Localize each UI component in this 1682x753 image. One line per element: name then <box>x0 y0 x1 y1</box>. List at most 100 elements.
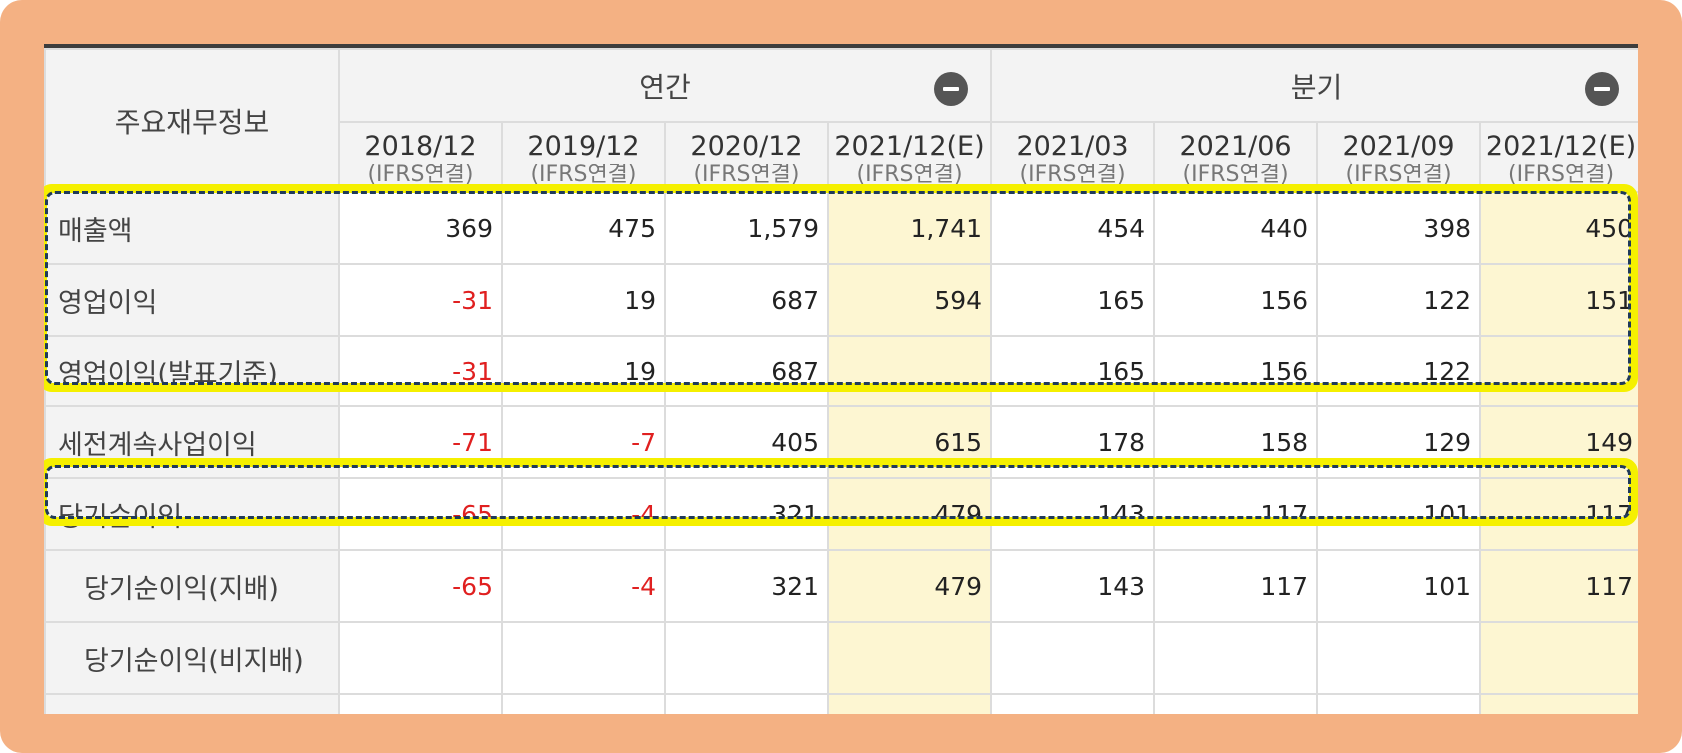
period-header: 2019/12 (IFRS연결) <box>501 121 666 193</box>
value-cell: 398 <box>1316 191 1482 265</box>
value-cell <box>1316 693 1482 714</box>
period-basis: (IFRS연결) <box>530 164 637 184</box>
value-cell: 321 <box>664 477 829 551</box>
value-cell: 479 <box>826 477 993 551</box>
value-cell <box>1316 621 1482 695</box>
period-header: 2021/09 (IFRS연결) <box>1316 121 1482 193</box>
value-cell: 122 <box>1316 263 1482 337</box>
value-cell: 101 <box>1316 549 1482 623</box>
row-label: 영업이익 <box>44 263 340 337</box>
annual-group-header: 연간 <box>337 48 993 123</box>
value-cell: 450 <box>1479 191 1638 265</box>
value-cell: -71 <box>338 405 503 479</box>
value-cell <box>338 621 503 695</box>
value-cell: 117 <box>1153 477 1319 551</box>
value-cell: 594 <box>826 263 993 337</box>
value-cell <box>501 621 666 695</box>
value-cell: 101 <box>1316 477 1482 551</box>
period-header: 2020/12 (IFRS연결) <box>664 121 829 193</box>
value-cell: -4 <box>501 477 666 551</box>
period-basis: (IFRS연결) <box>1508 164 1615 184</box>
value-cell <box>826 335 993 407</box>
value-cell: -65 <box>338 477 503 551</box>
value-cell <box>1153 693 1319 714</box>
quarterly-collapse-icon[interactable] <box>1585 72 1620 106</box>
value-cell: 151 <box>1479 263 1638 337</box>
period-header: 2021/06 (IFRS연결) <box>1153 121 1319 193</box>
table-row: 영업이익 -31 19 687 594 165 156 122 151 <box>44 263 1638 337</box>
table-title: 주요재무정보 <box>44 48 340 193</box>
table-row: 당기순이익(비지배) <box>44 621 1638 695</box>
period-header: 2021/03 (IFRS연결) <box>990 121 1156 193</box>
period-date: 2021/12(E) <box>834 131 985 162</box>
value-cell: 156 <box>1153 335 1319 407</box>
period-basis: (IFRS연결) <box>693 164 800 184</box>
value-cell: 687 <box>664 335 829 407</box>
period-header: 2021/12(E) (IFRS연결) <box>1479 121 1638 193</box>
quarterly-group-label: 분기 <box>1290 70 1343 104</box>
row-label <box>44 693 340 714</box>
period-date: 2021/06 <box>1179 131 1292 162</box>
value-cell: 129 <box>1316 405 1482 479</box>
value-cell: 19 <box>501 335 666 407</box>
value-cell: 117 <box>1479 477 1638 551</box>
value-cell: 1,579 <box>664 191 829 265</box>
period-header: 2018/12 (IFRS연결) <box>338 121 503 193</box>
value-cell: 122 <box>1316 335 1482 407</box>
value-cell: -65 <box>338 549 503 623</box>
value-cell <box>826 693 993 714</box>
value-cell: 454 <box>990 191 1156 265</box>
value-cell: -7 <box>501 405 666 479</box>
table-row: 당기순이익 -65 -4 321 479 143 117 101 117 <box>44 477 1638 551</box>
period-date: 2021/12(E) <box>1485 131 1637 162</box>
value-cell <box>501 693 666 714</box>
table-row: 영업이익(발표기준) -31 19 687 165 156 122 <box>44 335 1638 407</box>
period-basis: (IFRS연결) <box>856 164 963 184</box>
value-cell: 369 <box>338 191 503 265</box>
value-cell: 143 <box>990 549 1156 623</box>
value-cell: 117 <box>1479 549 1638 623</box>
row-label: 영업이익(발표기준) <box>44 335 340 407</box>
value-cell <box>1479 621 1638 695</box>
row-label: 세전계속사업이익 <box>44 405 340 479</box>
value-cell: 479 <box>826 549 993 623</box>
period-basis: (IFRS연결) <box>1182 164 1289 184</box>
value-cell <box>826 621 993 695</box>
table-row: 당기순이익(지배) -65 -4 321 479 143 117 101 117 <box>44 549 1638 623</box>
value-cell <box>1479 335 1638 407</box>
period-basis: (IFRS연결) <box>1019 164 1126 184</box>
period-basis: (IFRS연결) <box>367 164 474 184</box>
value-cell: 158 <box>1153 405 1319 479</box>
row-label: 당기순이익 <box>44 477 340 551</box>
table-row: 매출액 369 475 1,579 1,741 454 440 398 450 <box>44 191 1638 265</box>
value-cell: 475 <box>501 191 666 265</box>
value-cell: 321 <box>664 549 829 623</box>
period-date: 2020/12 <box>690 131 803 162</box>
value-cell: 687 <box>664 263 829 337</box>
period-header: 2021/12(E) (IFRS연결) <box>826 121 993 193</box>
value-cell: 117 <box>1153 549 1319 623</box>
table-row: 세전계속사업이익 -71 -7 405 615 178 158 129 149 <box>44 405 1638 479</box>
annual-collapse-icon[interactable] <box>934 72 969 106</box>
quarterly-group-header: 분기 <box>990 48 1638 123</box>
value-cell: 405 <box>664 405 829 479</box>
value-cell <box>990 621 1156 695</box>
value-cell: 440 <box>1153 191 1319 265</box>
value-cell <box>1153 621 1319 695</box>
row-label: 당기순이익(지배) <box>44 549 340 623</box>
value-cell: 178 <box>990 405 1156 479</box>
value-cell: 156 <box>1153 263 1319 337</box>
value-cell: 143 <box>990 477 1156 551</box>
row-label: 매출액 <box>44 191 340 265</box>
row-label: 당기순이익(비지배) <box>44 621 340 695</box>
value-cell: 165 <box>990 335 1156 407</box>
period-date: 2018/12 <box>364 131 477 162</box>
financial-summary-table: 주요재무정보 연간 분기 2018/12 (IFRS연결) 2019/12 (IFRS… <box>44 48 1638 714</box>
period-basis: (IFRS연결) <box>1345 164 1452 184</box>
value-cell: -4 <box>501 549 666 623</box>
value-cell: -31 <box>338 263 503 337</box>
value-cell: 19 <box>501 263 666 337</box>
financial-summary-panel: 주요재무정보 연간 분기 2018/12 (IFRS연결) 2019/12 (IFRS… <box>44 44 1638 714</box>
value-cell <box>664 621 829 695</box>
